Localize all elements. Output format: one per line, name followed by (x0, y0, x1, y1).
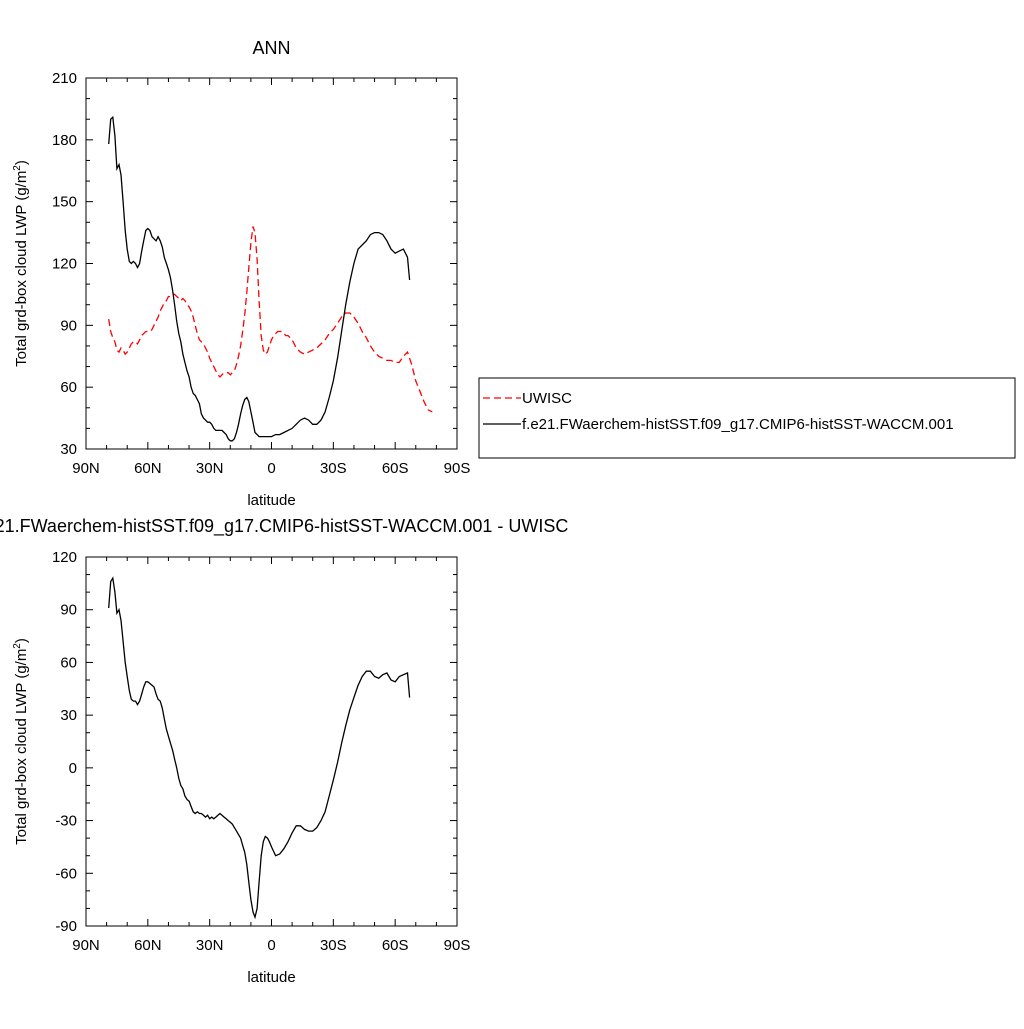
bottom-y-axis-label: Total grd-box cloud LWP (g/m2) (12, 638, 30, 845)
top-y-axis-label-main: Total grd-box cloud LWP (g/m (13, 171, 30, 367)
top-x-tick-label: 60S (382, 460, 409, 477)
bottom-y-axis-label-sup: 2 (12, 643, 23, 649)
bottom-y-axis-label-end: ) (13, 638, 30, 643)
bottom-y-tick-label: 60 (60, 654, 77, 671)
bottom-x-tick-label: 90S (444, 937, 471, 954)
top-y-tick-label: 90 (60, 317, 77, 334)
bottom-y-tick-label: 30 (60, 707, 77, 724)
top-plot: ANN 90N 60N 30N 0 30S 60S 90S 30 60 90 120 150 180 210… (12, 38, 470, 509)
top-x-tick-label: 0 (267, 460, 275, 477)
bottom-x-axis-label: latitude (247, 969, 295, 986)
top-x-tick-label: 30S (320, 460, 347, 477)
bottom-y-axis-label-main: Total grd-box cloud LWP (g/m (13, 649, 30, 845)
bottom-plot: f.e21.FWaerchem-histSST.f09_g17.CMIP6-hi… (0, 516, 568, 986)
bottom-chart-title: f.e21.FWaerchem-histSST.f09_g17.CMIP6-hi… (0, 516, 568, 537)
top-x-tick-label: 90N (72, 460, 100, 477)
bottom-y-tick-label: 90 (60, 602, 77, 619)
top-y-axis-label: Total grd-box cloud LWP (g/m2) (12, 160, 30, 367)
bottom-x-tick-label: 30S (320, 937, 347, 954)
top-x-tick-label: 30N (196, 460, 224, 477)
bottom-x-tick-label: 0 (267, 937, 275, 954)
top-y-tick-label: 150 (52, 194, 77, 211)
bottom-plot-frame (85, 556, 458, 927)
top-plot-frame (85, 77, 458, 450)
top-series-1-line (108, 115, 411, 442)
top-x-axis-label: latitude (247, 492, 295, 509)
top-series-0-line (108, 226, 433, 413)
top-x-tick-label: 90S (444, 460, 471, 477)
top-chart-title: ANN (252, 38, 290, 58)
bottom-x-tick-label: 60S (382, 937, 409, 954)
bottom-y-tick-label: -30 (55, 813, 77, 830)
bottom-y-tick-label: 0 (69, 760, 77, 777)
top-x-tick-label: 60N (134, 460, 162, 477)
bottom-y-tick-label: -90 (55, 918, 77, 935)
bottom-x-tick-label: 60N (134, 937, 162, 954)
bottom-y-tick-label: 120 (52, 549, 77, 566)
top-y-tick-label: 180 (52, 132, 77, 149)
legend-entry-1: f.e21.FWaerchem-histSST.f09_g17.CMIP6-hi… (522, 416, 954, 433)
legend: UWISC f.e21.FWaerchem-histSST.f09_g17.CMI… (478, 377, 1016, 459)
bottom-y-tick-label: -60 (55, 865, 77, 882)
top-y-tick-label: 30 (60, 441, 77, 458)
legend-entry-0: UWISC (522, 390, 572, 407)
bottom-x-tick-label: 30N (196, 937, 224, 954)
top-y-axis-label-sup: 2 (12, 165, 23, 171)
bottom-x-tick-label: 90N (72, 937, 100, 954)
bottom-series-0-line (108, 576, 411, 920)
top-y-tick-label: 210 (52, 70, 77, 87)
top-y-tick-label: 120 (52, 256, 77, 273)
top-y-axis-label-end: ) (13, 160, 30, 165)
legend-box (478, 377, 1016, 459)
top-y-tick-label: 60 (60, 379, 77, 396)
